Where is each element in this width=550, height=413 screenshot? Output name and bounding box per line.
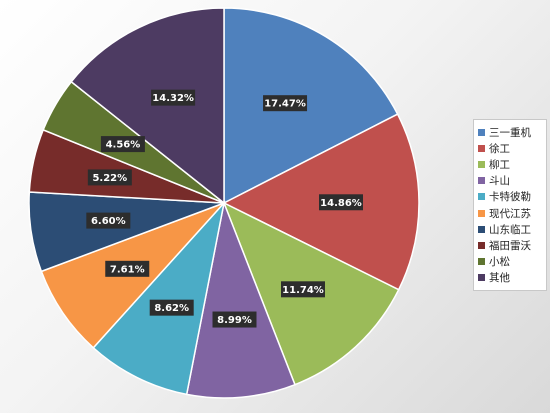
legend-swatch <box>478 160 485 168</box>
pie-slice-1 <box>223 7 399 205</box>
data-label-box <box>212 311 257 328</box>
data-label-10: 14.32% <box>151 89 196 106</box>
data-label-text: 7.61% <box>110 264 145 275</box>
data-label-text: 17.47% <box>264 99 306 110</box>
data-label-text: 8.99% <box>217 315 252 326</box>
legend-label: 山东临工 <box>489 223 531 236</box>
legend-item: 现代江苏 <box>478 205 546 221</box>
data-label-box <box>318 194 363 211</box>
legend-label: 徐工 <box>489 142 510 155</box>
legend-swatch <box>478 128 485 136</box>
legend-swatch <box>478 193 485 201</box>
legend-swatch <box>478 274 485 282</box>
pie-slice-4 <box>185 200 296 399</box>
legend-item: 福田雷沃 <box>478 237 546 253</box>
data-label-1: 17.47% <box>263 95 308 112</box>
data-label-box <box>280 281 325 298</box>
data-label-2: 14.86% <box>318 194 363 211</box>
legend-item: 柳工 <box>478 156 546 172</box>
legend-item: 山东临工 <box>478 221 546 237</box>
data-label-box <box>263 95 308 112</box>
data-label-text: 8.62% <box>154 303 189 314</box>
legend-item: 其他 <box>478 270 546 286</box>
data-label-text: 11.74% <box>282 285 324 296</box>
data-label-3: 11.74% <box>280 281 325 298</box>
legend-item: 三一重机 <box>478 124 546 140</box>
data-label-6: 7.61% <box>105 260 150 277</box>
legend-swatch <box>478 177 485 185</box>
data-label-box <box>87 169 132 186</box>
data-label-box <box>149 299 194 316</box>
data-label-box <box>151 89 196 106</box>
pie-slice-5 <box>92 200 226 396</box>
legend-swatch <box>478 209 485 217</box>
data-label-4: 8.99% <box>212 311 257 328</box>
legend-swatch <box>478 258 485 266</box>
legend-item: 卡特彼勒 <box>478 189 546 205</box>
data-label-text: 14.32% <box>152 93 194 104</box>
data-label-text: 14.86% <box>320 198 362 209</box>
legend-swatch <box>478 144 485 152</box>
legend-label: 卡特彼勒 <box>489 191 531 204</box>
legend-label: 小松 <box>489 256 510 269</box>
legend-item: 小松 <box>478 254 546 270</box>
data-label-text: 6.60% <box>91 216 126 227</box>
legend-label: 斗山 <box>489 175 510 188</box>
pie-slice-10 <box>70 7 225 205</box>
legend-label: 现代江苏 <box>489 207 531 220</box>
legend-item: 徐工 <box>478 140 546 156</box>
legend-item: 斗山 <box>478 173 546 189</box>
legend-swatch <box>478 225 485 233</box>
pie-data-labels: 17.47% 14.86% 11.74% 8.99% 8.62% 7.61% 6.60% 5.… <box>86 89 363 328</box>
data-label-box <box>86 212 131 229</box>
legend-swatch <box>478 241 485 249</box>
legend-label: 福田雷沃 <box>489 239 531 252</box>
legend-label: 其他 <box>489 272 510 285</box>
data-label-box <box>100 136 145 153</box>
data-label-text: 4.56% <box>106 140 141 151</box>
data-label-text: 5.22% <box>92 173 127 184</box>
legend-label: 三一重机 <box>489 126 531 139</box>
data-label-8: 5.22% <box>87 169 132 186</box>
legend-label: 柳工 <box>489 158 510 171</box>
data-label-7: 6.60% <box>86 212 131 229</box>
data-label-5: 8.62% <box>149 299 194 316</box>
chart-legend: 三一重机徐工柳工斗山卡特彼勒现代江苏山东临工福田雷沃小松其他 <box>473 119 547 291</box>
data-label-9: 4.56% <box>100 136 145 153</box>
data-label-box <box>105 260 150 277</box>
